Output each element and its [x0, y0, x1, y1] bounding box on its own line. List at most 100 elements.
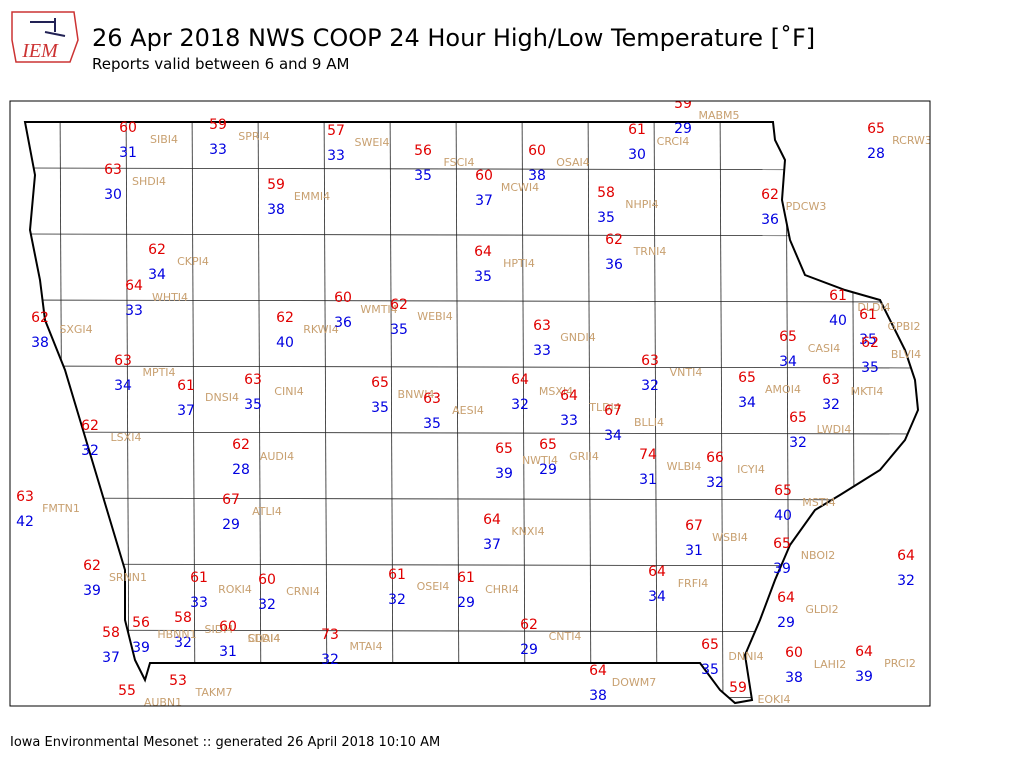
low-temp: 32 — [258, 597, 276, 613]
low-temp: 38 — [785, 670, 803, 686]
high-temp: 62 — [390, 297, 408, 313]
low-temp: 40 — [774, 508, 792, 524]
high-temp: 62 — [148, 242, 166, 258]
high-temp: 64 — [511, 372, 529, 388]
low-temp: 35 — [118, 708, 136, 724]
high-temp: 63 — [533, 318, 551, 334]
station-id: NWTI4 — [522, 454, 558, 467]
high-temp: 65 — [867, 121, 885, 137]
high-temp: 74 — [639, 447, 657, 463]
high-temp: 64 — [125, 278, 143, 294]
low-temp: 35 — [701, 662, 719, 678]
station-id: MPTI4 — [142, 366, 175, 379]
low-temp: 35 — [414, 168, 432, 184]
low-temp: 29 — [539, 462, 557, 478]
station-id: RCRW3 — [892, 134, 932, 147]
station-id: WSBI4 — [712, 531, 748, 544]
station-id: HPTI4 — [503, 257, 535, 270]
low-temp: 35 — [371, 400, 389, 416]
station-id: BLLI4 — [634, 416, 664, 429]
station-id: LWDI4 — [817, 423, 852, 436]
station-id: ICYI4 — [737, 463, 765, 476]
low-temp: 29 — [777, 615, 795, 631]
high-temp: 64 — [897, 548, 915, 564]
high-temp: 62 — [861, 335, 879, 351]
station-id: LSXI4 — [111, 431, 142, 444]
high-temp: 67 — [222, 492, 240, 508]
high-temp: 60 — [219, 619, 237, 635]
county-line — [191, 122, 196, 703]
high-temp: 56 — [132, 615, 150, 631]
county-line — [25, 431, 918, 435]
station-id: ATLI4 — [252, 505, 282, 518]
low-temp: 35 — [597, 210, 615, 226]
station-id: MCWI4 — [501, 181, 539, 194]
high-temp: 61 — [457, 570, 475, 586]
low-temp: 32 — [897, 573, 915, 589]
station-id: MSXI4 — [539, 385, 573, 398]
high-temp: 65 — [773, 536, 791, 552]
low-temp: 35 — [859, 332, 877, 348]
station-id: DNSI4 — [205, 391, 239, 404]
high-temp: 58 — [102, 625, 120, 641]
high-temp: 63 — [16, 489, 34, 505]
low-temp: 32 — [81, 443, 99, 459]
low-temp: 40 — [829, 313, 847, 329]
high-temp: 65 — [371, 375, 389, 391]
low-temp: 29 — [222, 517, 240, 533]
logo-text: IEM — [21, 40, 59, 62]
station-id: TAKM7 — [194, 686, 232, 699]
high-temp: 64 — [589, 663, 607, 679]
low-temp: 38 — [31, 335, 49, 351]
low-temp: 32 — [641, 378, 659, 394]
low-temp: 32 — [388, 592, 406, 608]
county-line — [25, 365, 918, 369]
station-id: SXGI4 — [59, 323, 92, 336]
high-temp: 58 — [174, 610, 192, 626]
county-line — [25, 497, 918, 501]
high-temp: 62 — [761, 187, 779, 203]
low-temp: 35 — [474, 269, 492, 285]
low-temp: 33 — [125, 303, 143, 319]
station-id: WEBI4 — [417, 310, 453, 323]
high-temp: 65 — [738, 370, 756, 386]
low-temp: 32 — [321, 652, 339, 668]
high-temp: 55 — [118, 683, 136, 699]
high-temp: 64 — [474, 244, 492, 260]
low-temp: 37 — [177, 403, 195, 419]
low-temp: 33 — [209, 142, 227, 158]
station-id: CRNI4 — [286, 585, 320, 598]
high-temp: 61 — [177, 378, 195, 394]
county-line — [323, 122, 328, 703]
low-temp: 38 — [267, 202, 285, 218]
logo: IEM — [11, 11, 79, 63]
station-id: RKWI4 — [303, 323, 339, 336]
county-line — [719, 122, 724, 703]
low-temp: 35 — [423, 416, 441, 432]
station-id: TRNI4 — [633, 245, 667, 258]
station-id: FMTN1 — [42, 502, 80, 515]
low-temp: 33 — [190, 595, 208, 611]
high-temp: 64 — [560, 388, 578, 404]
station-id: NHPI4 — [625, 198, 658, 211]
low-temp: 37 — [475, 193, 493, 209]
county-line — [125, 122, 130, 703]
logo-icon — [30, 18, 66, 37]
high-temp: 60 — [528, 143, 546, 159]
low-temp: 36 — [761, 212, 779, 228]
map-frame — [9, 100, 931, 707]
low-temp: 34 — [114, 378, 132, 394]
high-temp: 63 — [822, 372, 840, 388]
high-temp: 63 — [104, 162, 122, 178]
station-id: NBOI2 — [801, 549, 835, 562]
low-temp: 33 — [533, 343, 551, 359]
county-line — [25, 563, 918, 567]
high-temp: 61 — [388, 567, 406, 583]
station-id: AMOI4 — [765, 383, 801, 396]
county-line — [25, 233, 918, 237]
high-temp: 65 — [774, 483, 792, 499]
title: 26 Apr 2018 NWS COOP 24 Hour High/Low Te… — [92, 24, 815, 52]
station-id: SDAI4 — [247, 632, 280, 645]
high-temp: 67 — [604, 403, 622, 419]
